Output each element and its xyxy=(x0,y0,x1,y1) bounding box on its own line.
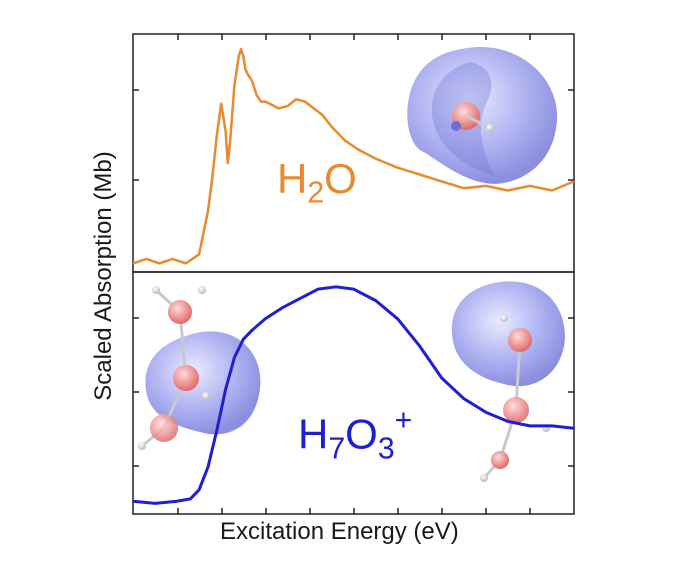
h7o3-label-sub: 7 xyxy=(328,432,346,466)
h2o-orbital-illustration xyxy=(407,47,558,184)
h7o3-label-sub2: 3 xyxy=(377,432,395,466)
axis-ticks xyxy=(133,34,574,514)
h7o3-label: H7O3+ xyxy=(298,404,413,466)
h2o-label-tail: O xyxy=(324,155,357,202)
h7o3-right-orbital-illustration xyxy=(451,281,565,482)
h7o3-left-orbital-illustration xyxy=(138,286,261,450)
h2o-label-main: H xyxy=(277,155,308,202)
top-absorption-line xyxy=(132,47,575,265)
h7o3-label-main: H xyxy=(298,410,329,458)
bottom-absorption-line xyxy=(132,285,575,505)
x-axis-label: Excitation Energy (eV) xyxy=(220,518,459,545)
h2o-label: H2O xyxy=(277,158,357,209)
h7o3-label-tail: O xyxy=(345,410,378,458)
y-axis-label: Scaled Absorption (Mb) xyxy=(90,151,117,401)
series-layer xyxy=(132,47,575,505)
h2o-label-sub: 2 xyxy=(307,176,325,210)
h7o3-label-charge: + xyxy=(394,404,413,437)
